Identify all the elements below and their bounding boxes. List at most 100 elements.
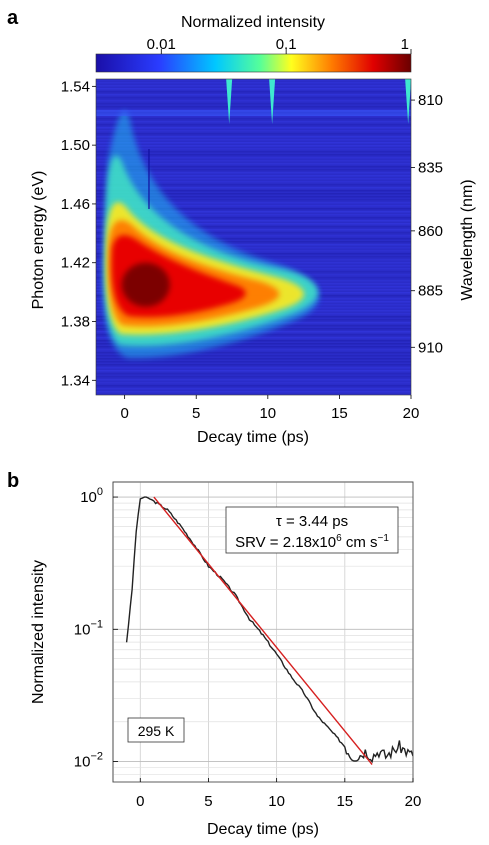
panel-b-x-tick-label: 15 <box>336 793 353 810</box>
heatmap-band <box>96 110 411 116</box>
panel-b-x-ticks: 0 5 10 15 20 <box>136 778 421 810</box>
panel-a-y2-tick-label: 910 <box>418 339 443 356</box>
heatmap-noise-stripe <box>96 175 411 177</box>
temperature-label: 295 K <box>138 723 175 739</box>
panel-a-x-tick-label: 20 <box>403 405 420 422</box>
heatmap-noise-stripe <box>96 184 411 186</box>
heatmap-noise-stripe <box>96 244 411 246</box>
heatmap-noise-stripe <box>96 202 411 204</box>
panel-a-y2-label: Wavelength (nm) <box>459 179 476 300</box>
fit-annotation-box <box>225 506 399 554</box>
heatmap-noise-stripe <box>96 151 411 153</box>
heatmap-noise-stripe <box>96 157 411 159</box>
heatmap-noise-stripe <box>96 100 411 102</box>
panel-a-y-tick-label: 1.50 <box>61 137 90 154</box>
heatmap-noise-stripe <box>96 139 411 141</box>
heatmap-noise-stripe <box>96 178 411 180</box>
panel-a-y-ticks-right: 810 835 860 885 910 <box>411 92 443 356</box>
heatmap <box>96 79 411 395</box>
heatmap-noise-stripe <box>96 226 411 228</box>
heatmap-noise-stripe <box>96 391 411 393</box>
heatmap-noise-stripe <box>96 166 411 168</box>
heatmap-noise-stripe <box>96 148 411 150</box>
heatmap-spike <box>269 79 276 124</box>
heatmap-noise-stripe <box>96 241 411 243</box>
panel-b-y-tick-label: 10−1 <box>74 618 103 638</box>
heatmap-noise-stripe <box>96 154 411 156</box>
panel-a-y2-tick-label: 885 <box>418 283 443 300</box>
panel-a-y-tick-label: 1.54 <box>61 78 90 95</box>
heatmap-noise-stripe <box>96 121 411 123</box>
panel-a-y2-tick-label: 860 <box>418 223 443 240</box>
heatmap-noise-stripe <box>96 181 411 183</box>
heatmap-noise-stripe <box>96 343 411 345</box>
heatmap-noise-stripe <box>96 376 411 378</box>
heatmap-spike <box>226 79 233 124</box>
heatmap-noise-stripe <box>96 235 411 237</box>
panel-a-x-tick-label: 5 <box>192 405 200 422</box>
panel-a-y-tick-label: 1.34 <box>61 372 90 389</box>
heatmap-noise-stripe <box>96 196 411 198</box>
panel-a-letter: a <box>7 7 19 29</box>
colorbar-title: Normalized intensity <box>181 14 325 31</box>
heatmap-noise-stripe <box>96 346 411 348</box>
heatmap-noise-stripe <box>96 370 411 372</box>
heatmap-noise-stripe <box>96 361 411 363</box>
decay-trace <box>125 496 413 764</box>
heatmap-noise-stripe <box>96 199 411 201</box>
heatmap-noise-stripe <box>96 163 411 165</box>
heatmap-noise-stripe <box>96 223 411 225</box>
heatmap-noise-stripe <box>96 349 411 351</box>
heatmap-noise-stripe <box>96 118 411 120</box>
heatmap-noise-stripe <box>96 130 411 132</box>
heatmap-noise-stripe <box>96 352 411 354</box>
srv-annotation: SRV = 2.18x106 cm s−1 <box>235 533 389 551</box>
srv-annotation-unit: cm s <box>342 534 378 551</box>
panel-a-x-tick-label: 0 <box>120 405 128 422</box>
heatmap-noise-stripe <box>96 187 411 189</box>
panel-a-y-ticks-left: 1.54 1.50 1.46 1.42 1.38 1.34 <box>61 78 96 389</box>
heatmap-noise-stripe <box>96 229 411 231</box>
colorbar-tick-label: 1 <box>401 36 409 53</box>
panel-a-x-ticks: 0 5 10 15 20 <box>120 395 419 422</box>
heatmap-noise-stripe <box>96 379 411 381</box>
panel-b-y-ticks: 100 10−1 10−2 <box>74 486 118 771</box>
heatmap-noise-stripe <box>96 190 411 192</box>
heatmap-noise-stripe <box>96 340 411 342</box>
panel-b-y-tick-label: 10−2 <box>74 751 103 771</box>
panel-b-frame <box>112 481 414 783</box>
heatmap-noise-stripe <box>96 193 411 195</box>
heatmap-noise-stripe <box>96 358 411 360</box>
heatmap-noise-stripes <box>96 79 411 395</box>
heatmap-noise-stripe <box>96 160 411 162</box>
heatmap-noise-stripe <box>96 169 411 171</box>
panel-a-y-tick-label: 1.46 <box>61 196 90 213</box>
heatmap-noise-stripe <box>96 109 411 111</box>
heatmap-noise-stripe <box>96 136 411 138</box>
panel-b-y-label: Normalized intensity <box>30 560 47 704</box>
panel-a-x-tick-label: 15 <box>331 405 348 422</box>
panel-a-x-tick-label: 10 <box>259 405 276 422</box>
panel-b-series <box>125 496 413 765</box>
exponential-fit-line <box>153 496 373 765</box>
heatmap-noise-stripe <box>96 211 411 213</box>
heatmap-noise-stripe <box>96 238 411 240</box>
heatmap-noise-stripe <box>96 214 411 216</box>
heatmap-noise-stripe <box>96 97 411 99</box>
heatmap-noise-stripe <box>96 364 411 366</box>
heatmap-noise-stripe <box>96 145 411 147</box>
heatmap-noise-stripe <box>96 133 411 135</box>
panel-a-x-label: Decay time (ps) <box>197 429 309 446</box>
temperature-box <box>127 717 185 743</box>
tau-annotation: τ = 3.44 ps <box>276 513 348 530</box>
heatmap-noise-stripe <box>96 127 411 129</box>
heatmap-noise-stripe <box>96 382 411 384</box>
colorbar-ticks: 0.01 0.1 1 <box>147 36 412 54</box>
heatmap-noise-stripe <box>96 124 411 126</box>
panel-b-x-tick-label: 10 <box>268 793 285 810</box>
heatmap-noise-stripe <box>96 217 411 219</box>
colorbar-tick-label: 0.01 <box>147 36 176 53</box>
heatmap-noise-stripe <box>96 220 411 222</box>
heatmap-noise-stripe <box>96 247 411 249</box>
